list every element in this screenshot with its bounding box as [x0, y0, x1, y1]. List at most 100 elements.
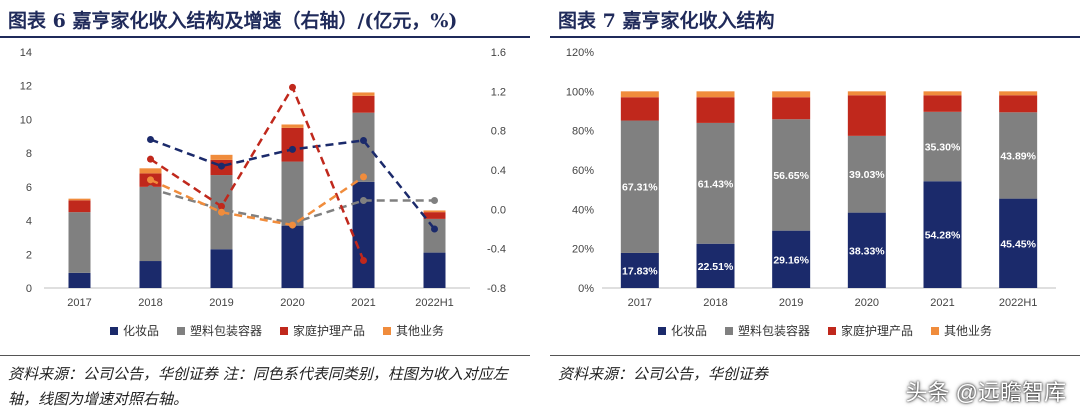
data-label: 38.33% — [849, 245, 885, 257]
y2-axis-tick-label: 0.8 — [491, 126, 506, 138]
bar-segment — [139, 261, 162, 288]
growth-point — [147, 176, 154, 184]
growth-point — [218, 208, 225, 216]
growth-point — [431, 196, 438, 204]
bar-segment — [923, 95, 962, 112]
data-label: 17.83% — [622, 265, 658, 277]
bar-segment — [999, 198, 1038, 288]
y2-axis-tick-label: -0.8 — [487, 283, 506, 295]
bar-segment — [423, 210, 446, 213]
left-chart-panel: 图表 6 嘉亨家化收入结构及增速（右轴）/(亿元，%) 0 2 4 6 8 10 12 14 -… — [0, 0, 530, 419]
bar-segment — [923, 91, 962, 96]
y-axis-tick-label: 20% — [572, 244, 594, 256]
growth-line — [149, 84, 365, 261]
growth-point — [289, 145, 296, 153]
legend-label: 家庭护理产品 — [841, 324, 914, 338]
legend-label: 其他业务 — [944, 324, 993, 338]
bar-segment — [68, 272, 91, 288]
x-axis-tick-label: 2021 — [351, 297, 375, 309]
bar-segment — [210, 249, 233, 288]
bar-segment — [68, 198, 91, 201]
legend-swatch — [177, 326, 186, 335]
growth-point — [289, 221, 296, 229]
bar-segment — [923, 111, 962, 182]
source-note: 资料来源：公司公告，华创证券 注：同色系代表同类别，柱图为收入对应左轴，线图为增… — [8, 365, 508, 408]
data-label: 67.31% — [622, 182, 658, 194]
growth-point — [360, 256, 367, 264]
chart-legend: 化妆品 塑料包装容器 家庭护理产品 其他业务 — [658, 322, 992, 339]
growth-point — [360, 196, 367, 204]
growth-point — [147, 185, 154, 193]
y-axis-tick-label: 12 — [20, 81, 32, 93]
data-label: 54.28% — [925, 230, 961, 242]
legend-swatch — [383, 326, 392, 335]
legend-label: 化妆品 — [123, 324, 160, 338]
y2-axis-tick-label: 0.4 — [491, 165, 506, 177]
bar-segment — [281, 161, 304, 226]
bar-segment — [352, 92, 375, 96]
y-axis-tick-label: 40% — [572, 204, 594, 216]
bar-segment — [923, 181, 962, 288]
revenue-share-chart: 0% 20% 40% 60% 80% 100% 120% 2017 2018 2019 2020 20… — [550, 40, 1080, 325]
data-label: 22.51% — [698, 261, 734, 273]
legend-label: 塑料包装容器 — [738, 324, 811, 338]
bar-segment — [352, 181, 375, 288]
legend-item: 塑料包装容器 — [725, 322, 810, 339]
x-axis-tick-label: 2019 — [209, 297, 233, 309]
y2-axis-tick-label: -0.4 — [487, 244, 506, 256]
bar-segment — [139, 168, 162, 174]
bar-segment — [999, 91, 1038, 96]
bar-segment — [68, 200, 91, 213]
bar-segment — [352, 95, 375, 113]
bar-segment — [620, 120, 659, 253]
bar-segment — [620, 91, 659, 98]
legend-swatch — [658, 326, 666, 335]
chart-title: 图表 6 嘉亨家化收入结构及增速（右轴）/(亿元，%) — [8, 10, 458, 32]
bar-segment — [620, 252, 659, 288]
source-note: 资料来源：公司公告，华创证券 — [558, 365, 769, 383]
source-divider — [550, 355, 1080, 356]
title-divider — [0, 36, 530, 38]
watermark: 头条 @远瞻智库 — [905, 380, 1066, 405]
growth-point — [218, 202, 225, 210]
x-axis-tick-label: 2018 — [703, 297, 727, 309]
bar-segment — [423, 212, 446, 219]
bar-segment — [68, 212, 91, 273]
y-axis-tick-label: 0% — [578, 283, 594, 295]
bar-segment — [696, 97, 735, 123]
growth-point — [147, 155, 154, 163]
source-divider — [0, 355, 530, 356]
bar-segment — [772, 91, 811, 98]
x-axis-tick-label: 2018 — [138, 297, 162, 309]
data-label: 43.89% — [1000, 150, 1036, 162]
growth-line — [149, 175, 365, 227]
y-axis-tick-label: 0 — [26, 283, 32, 295]
chart-legend: 化妆品 塑料包装容器 家庭护理产品 其他业务 — [110, 322, 444, 339]
legend-label: 其他业务 — [396, 324, 445, 338]
bar-segment — [847, 212, 886, 288]
y2-axis-tick-label: 1.2 — [491, 86, 506, 98]
legend-label: 塑料包装容器 — [190, 324, 263, 338]
y-axis-tick-label: 10 — [20, 114, 32, 126]
bar-segment — [772, 97, 811, 120]
data-label: 35.30% — [925, 142, 961, 154]
growth-point — [147, 136, 154, 144]
legend-label: 化妆品 — [671, 324, 708, 338]
y2-axis-tick-label: 1.6 — [491, 47, 506, 59]
legend-item: 家庭护理产品 — [280, 322, 365, 339]
bar-segment — [999, 95, 1038, 113]
legend-item: 化妆品 — [110, 322, 159, 339]
bar-segment — [847, 135, 886, 213]
x-axis-tick-label: 2017 — [628, 297, 652, 309]
legend-swatch — [280, 326, 289, 335]
bar-segment — [139, 186, 162, 262]
data-label: 61.43% — [698, 178, 734, 190]
legend-item: 塑料包装容器 — [177, 322, 262, 339]
growth-point — [431, 225, 438, 233]
legend-swatch — [828, 326, 837, 335]
y-axis-tick-label: 100% — [566, 86, 594, 98]
legend-swatch — [931, 326, 940, 335]
y-axis-tick-label: 2 — [26, 249, 32, 261]
data-label: 45.45% — [1000, 238, 1036, 250]
legend-swatch — [110, 326, 118, 335]
